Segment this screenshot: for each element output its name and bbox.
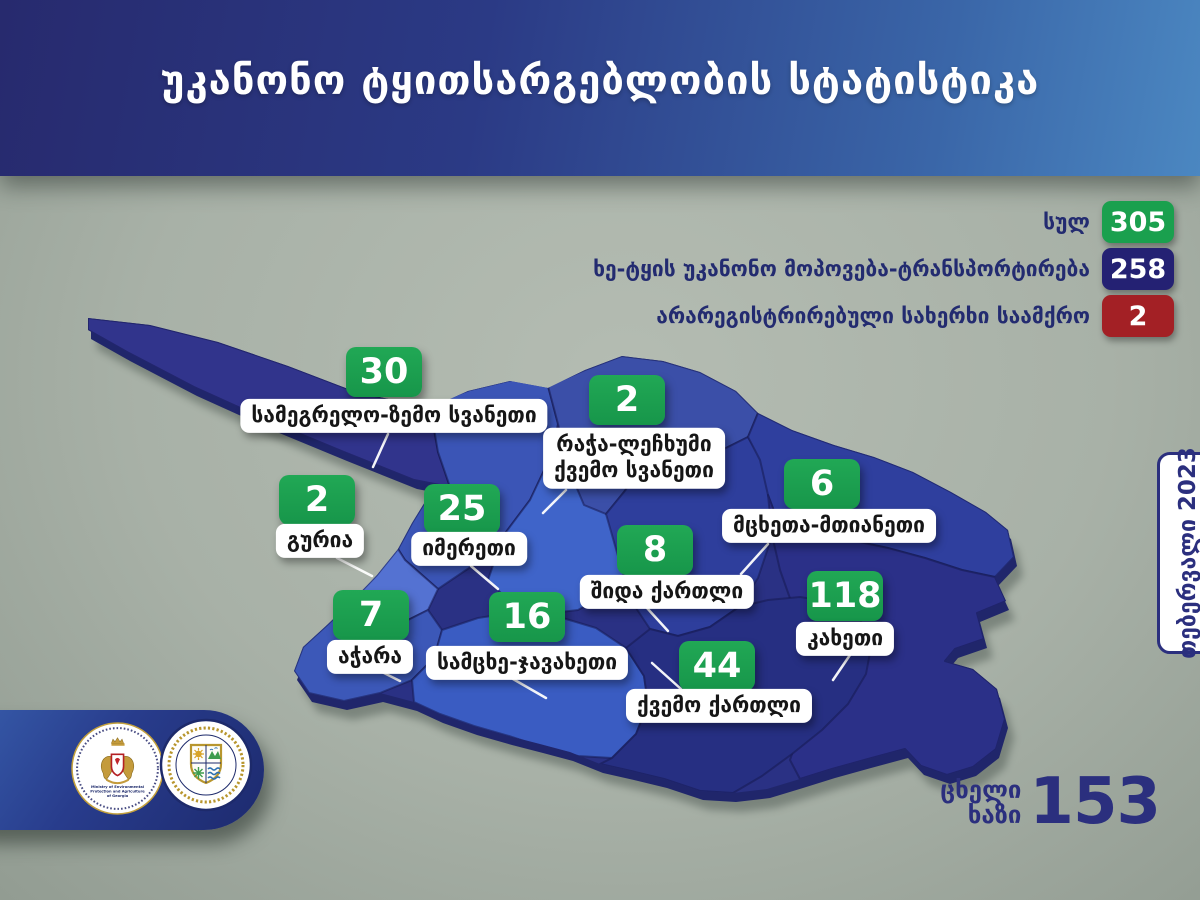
leader-line-shida-kartli [645, 606, 670, 633]
legend-label-unregistered-sawmill: არარეგისტრირებული სახერხი საამქრო [656, 304, 1090, 328]
forest-agency-emblem-icon [159, 718, 253, 812]
legend-value-total: 305 [1102, 201, 1174, 243]
legend: სულ 305 ხე-ტყის უკანონო მოპოვება-ტრანსპო… [593, 201, 1174, 337]
leader-line-samegrelo-zemo-svaneti [371, 432, 390, 469]
ministry-seal-icon: Ministry of Environmental Protection and… [71, 722, 164, 815]
header-banner: უკანონო ტყითსარგებლობის სტატისტიკა [0, 0, 1200, 176]
legend-row-illegal-logging: ხე-ტყის უკანონო მოპოვება-ტრანსპორტირება … [593, 248, 1174, 290]
ministry-text-line3: of Georgia [107, 794, 129, 798]
date-box: თებერვალი 2023 [1157, 447, 1200, 659]
ministry-text-line1: Ministry of Environmental [91, 785, 144, 789]
hotline: ცხელი ხაზი 153 [940, 765, 1161, 839]
date-label: თებერვალი 2023 [1175, 447, 1200, 659]
leader-line-guria [335, 556, 374, 578]
legend-label-illegal-logging: ხე-ტყის უკანონო მოპოვება-ტრანსპორტირება [593, 257, 1090, 281]
region-shape-abkhazia [88, 318, 451, 488]
leader-line-kakheti [831, 653, 852, 682]
ministry-text-line2: Protection and Agriculture [90, 790, 145, 794]
legend-label-total: სულ [1043, 210, 1090, 234]
legend-value-unregistered-sawmill: 2 [1102, 295, 1174, 337]
hotline-words: ცხელი ხაზი [940, 778, 1021, 827]
leader-line-kvemo-kartli [650, 661, 683, 691]
legend-row-unregistered-sawmill: არარეგისტრირებული სახერხი საამქრო 2 [656, 295, 1174, 337]
hotline-word1: ცხელი [940, 776, 1022, 805]
hotline-number: 153 [1029, 765, 1161, 839]
page-title: უკანონო ტყითსარგებლობის სტატისტიკა [160, 58, 1040, 104]
legend-row-total: სულ 305 [1043, 201, 1174, 243]
leader-line-mtskheta-mtianeti [739, 542, 770, 576]
leader-line-imereti [469, 564, 500, 591]
leader-line-samtskhe-javakheti [511, 677, 548, 700]
legend-value-illegal-logging: 258 [1102, 248, 1174, 290]
hotline-word2: ხაზი [967, 800, 1022, 829]
leader-line-racha-lechkhumi-kvemo-svaneti [541, 488, 568, 515]
